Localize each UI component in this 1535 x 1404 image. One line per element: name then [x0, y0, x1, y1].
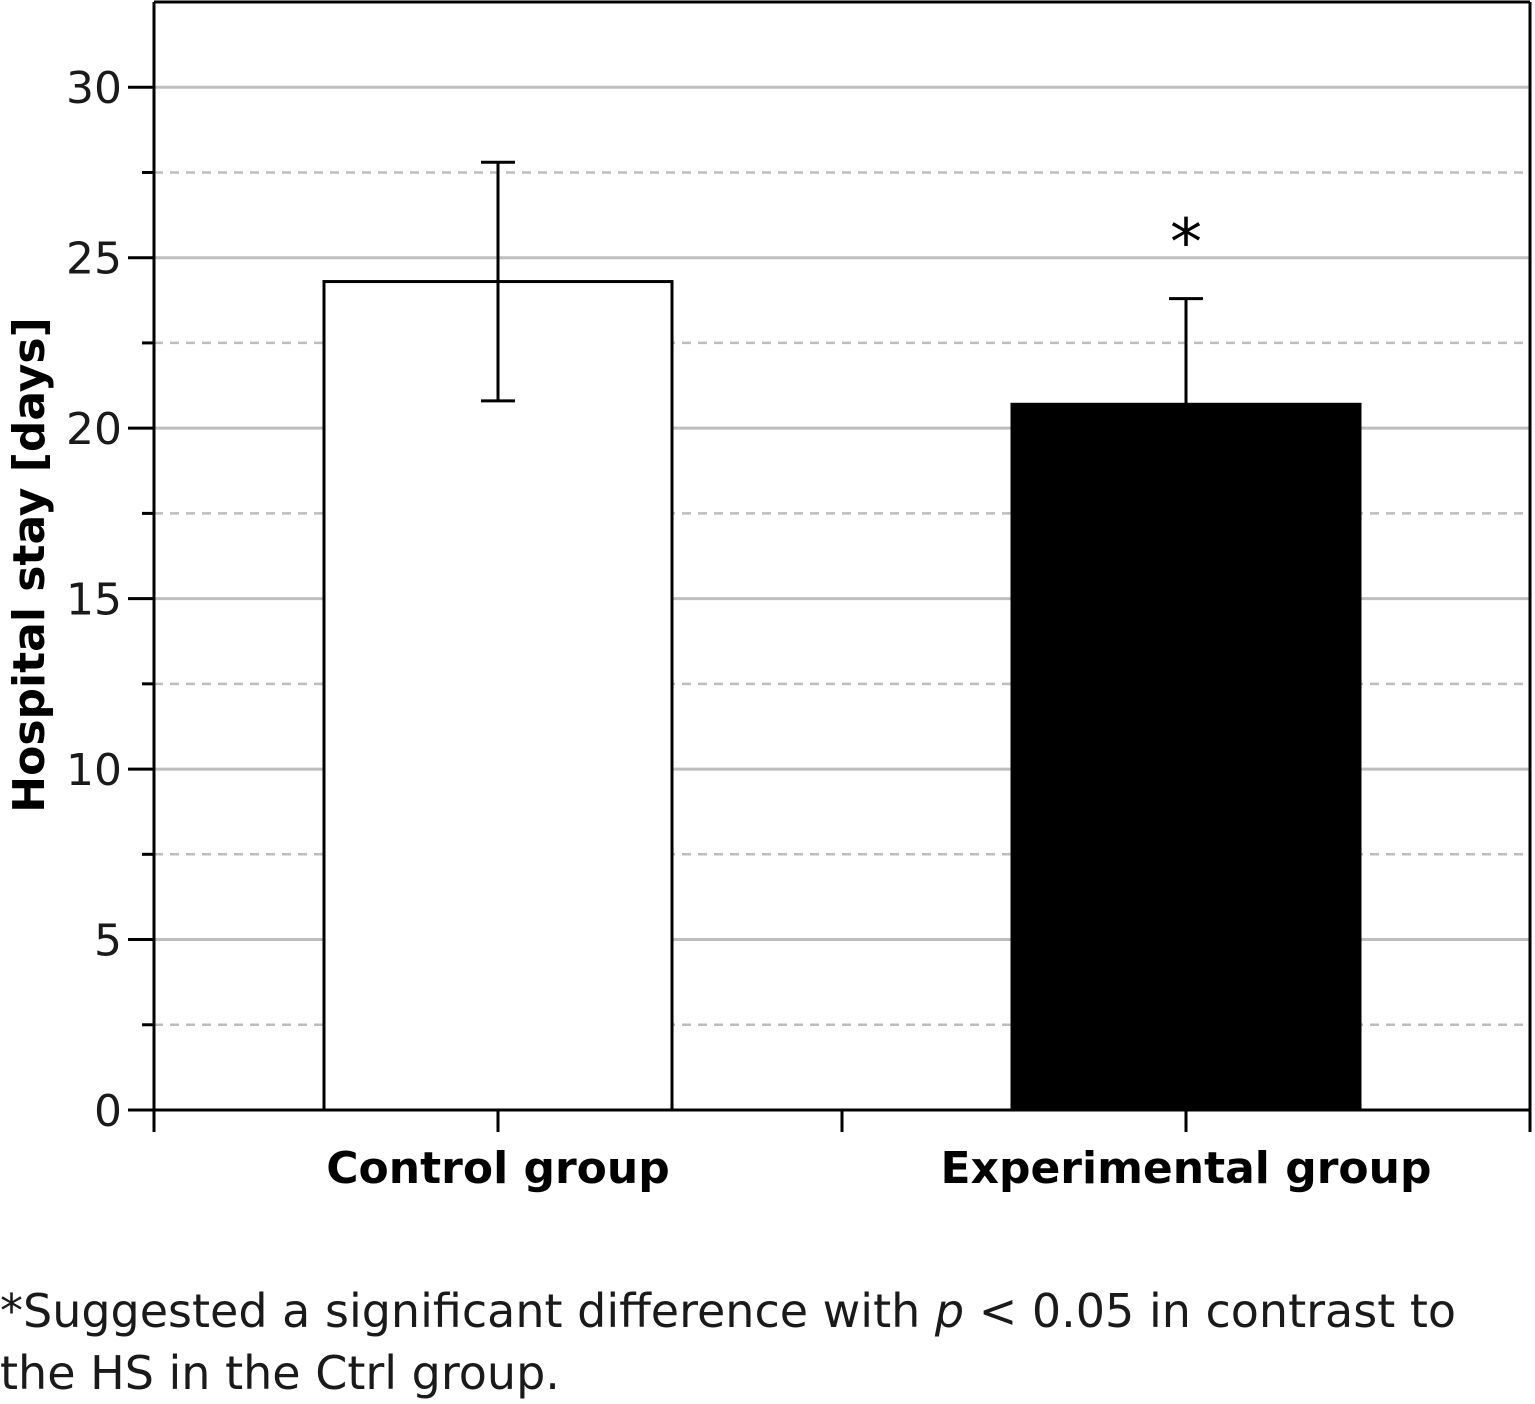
y-axis-title: Hospital stay [days]	[4, 317, 55, 812]
y-tick-layer: 0 5 10 15 20 25 30	[66, 63, 154, 1137]
y-tick-label: 5	[94, 916, 122, 967]
footnote-text-start: *Suggested a significant difference with	[0, 1284, 935, 1338]
y-tick-label: 20	[66, 404, 122, 455]
y-tick-label: 10	[66, 745, 122, 796]
label-layer: Control group Experimental group *	[326, 207, 1431, 1194]
footnote-p-variable: p	[934, 1284, 965, 1338]
footnote-text-end: < 0.05 in contrast to the HS in the Ctrl…	[0, 1284, 1457, 1400]
x-category-label: Control group	[326, 1143, 669, 1194]
bar-chart: 0 5 10 15 20 25 30 Control group Experimental g…	[4, 0, 1532, 1194]
footnote: *Suggested a significant difference with…	[0, 1280, 1520, 1404]
y-tick-label: 0	[94, 1086, 122, 1137]
bar-layer	[322, 160, 1362, 1112]
significance-marker: *	[1170, 207, 1202, 281]
x-category-label: Experimental group	[941, 1143, 1432, 1194]
bar-experimental-group	[1010, 402, 1362, 1112]
y-tick-label: 15	[66, 575, 122, 626]
y-tick-label: 25	[66, 234, 122, 285]
axis-layer	[152, 0, 1532, 1132]
bar-control-group	[322, 280, 674, 1112]
y-tick-label: 30	[66, 63, 122, 114]
